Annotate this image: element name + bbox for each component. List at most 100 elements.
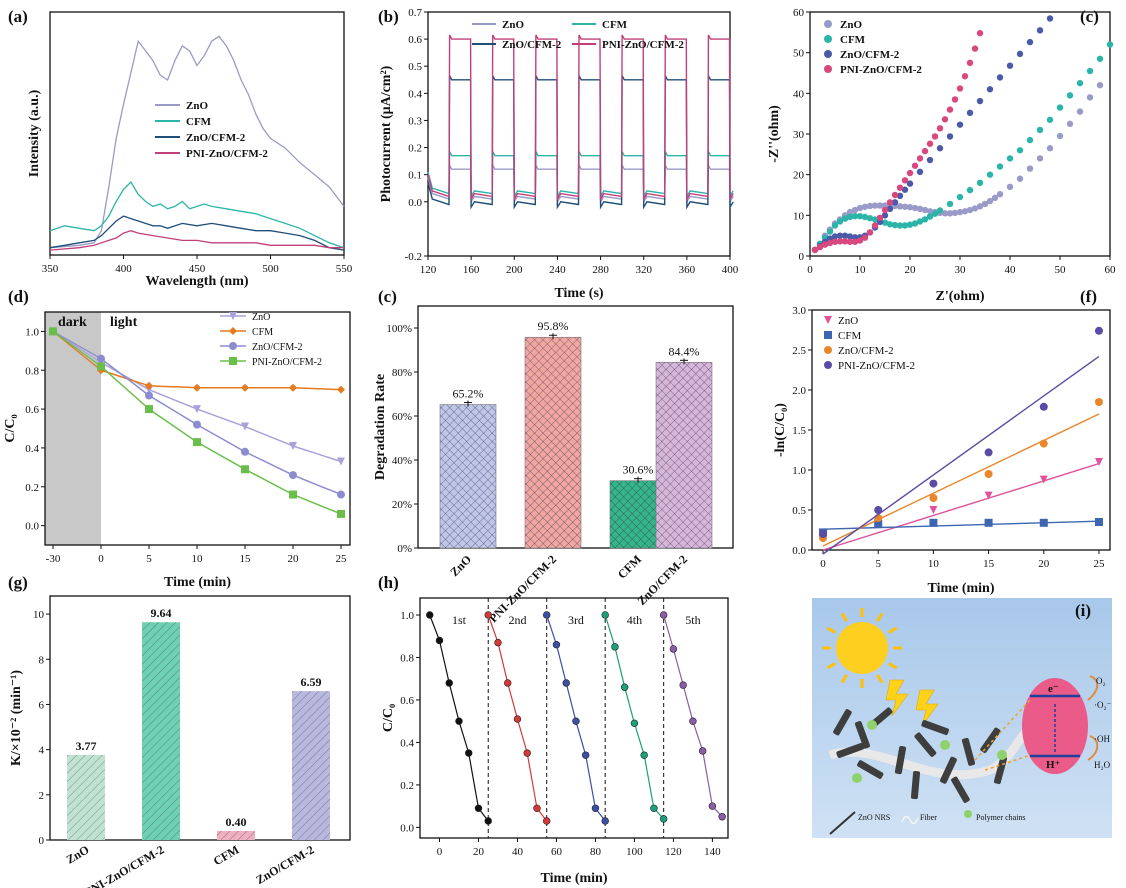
legend-label: ZnO: [186, 100, 208, 112]
sun-ray: [888, 626, 898, 634]
data-point: [984, 470, 993, 478]
data-point: [650, 804, 658, 812]
data-point: [921, 147, 929, 155]
y-tick-label: 0.8: [400, 652, 414, 664]
light-label: light: [110, 315, 138, 330]
y-axis-label: Photocurrent (μA/cm²): [379, 65, 394, 202]
y-tick-label: 3.0: [792, 305, 806, 317]
data-point: [241, 465, 249, 474]
y-axis-label: -ln(C/C₀): [773, 403, 788, 457]
cycle-label: 3rd: [568, 613, 584, 627]
fit-line-ZnO: [822, 462, 1100, 551]
polymer-sphere: [940, 740, 950, 750]
zno-rod: [854, 721, 870, 749]
legend-label: Polymer chains: [976, 813, 1026, 822]
hole-label: H⁺: [1046, 759, 1061, 771]
fiber-strand: [828, 724, 1034, 780]
data-point: [866, 229, 874, 236]
x-tick-label: 0: [437, 846, 443, 858]
data-point: [929, 518, 938, 527]
data-point: [906, 204, 914, 211]
data-point: [836, 232, 844, 239]
legend-label: PNI-ZnO/CFM-2: [602, 39, 684, 51]
data-point: [906, 221, 914, 228]
data-point: [971, 205, 979, 212]
data-point: [929, 506, 938, 514]
data-point: [851, 212, 859, 220]
data-point: [289, 490, 297, 499]
legend-label: ZnO/CFM-2: [252, 342, 303, 353]
legend-label: PNI-ZnO/CFM-2: [840, 64, 922, 76]
data-point: [337, 490, 345, 499]
data-point: [1016, 147, 1024, 154]
data-point: [956, 208, 964, 216]
data-point: [986, 86, 994, 93]
legend-label: ZnO: [252, 312, 270, 323]
x-tick-label: 200: [506, 264, 523, 276]
data-point: [966, 59, 974, 67]
x-tick-label: 0: [820, 558, 826, 570]
legend-label: ZnO: [840, 19, 862, 31]
y-tick-label: 6: [39, 699, 45, 711]
data-point: [891, 221, 899, 229]
sun-ray: [840, 674, 848, 684]
y-axis-label: Degradation Rate: [373, 374, 388, 480]
data-point: [826, 235, 834, 242]
x-tick-label: 0: [807, 264, 813, 276]
data-point: [876, 214, 884, 221]
y-axis-label: Intensity (a.u.): [27, 89, 42, 177]
data-point: [926, 140, 934, 147]
y-tick-label: 8: [39, 654, 45, 666]
bar-hatch: [440, 404, 496, 548]
data-point: [523, 749, 531, 757]
x-tick-label: 60: [551, 846, 563, 858]
data-point: [1036, 27, 1044, 34]
dark-region: [45, 312, 101, 545]
reaction-label: H₂O: [1094, 760, 1111, 770]
y-tick-label: 1.0: [400, 610, 414, 622]
data-point: [926, 156, 934, 164]
y-tick-label: 1.5: [792, 425, 806, 437]
data-point: [1094, 518, 1103, 526]
data-point: [659, 815, 668, 823]
data-point: [881, 206, 889, 214]
reaction-arrow: [1087, 675, 1099, 701]
series-fit-ZnO/CFM-2: [100, 358, 342, 496]
data-point: [866, 202, 874, 210]
data-point: [874, 506, 883, 514]
series-line-ZnO/CFM-2: [52, 330, 102, 360]
plot-frame: [419, 597, 729, 839]
legend-label: ZnO/CFM-2: [186, 132, 246, 144]
legend-label: PNI-ZnO/CFM-2: [838, 360, 915, 372]
sun-ray: [840, 612, 848, 622]
data-point: [891, 191, 899, 199]
zno-rod: [940, 756, 957, 784]
data-point: [946, 106, 954, 113]
y-tick-label: 2.5: [792, 345, 806, 357]
x-tick-label: 120: [665, 846, 682, 858]
data-point: [435, 636, 444, 645]
data-point: [916, 155, 924, 162]
y-tick-label: 4: [39, 745, 45, 757]
bar-hatch: [525, 337, 581, 548]
data-point: [289, 441, 297, 450]
data-point: [494, 638, 502, 647]
data-point: [1106, 41, 1114, 48]
chart-h: 0 20 40 60 80 100 120 140 0.0 0.2 0.4 0.6 0.8 1.0 1st 2…: [381, 597, 729, 886]
data-point: [871, 216, 879, 223]
data-point: [289, 471, 297, 480]
y-tick-label: 0.6: [25, 404, 39, 416]
y-tick-label: 20%: [392, 499, 412, 511]
data-point: [1006, 62, 1014, 69]
series-line-CFM: [49, 181, 345, 249]
bar-value-label: 6.59: [301, 675, 322, 689]
panel-label: (a): [8, 7, 28, 26]
chart-c2: 0%20%40%60%80%100%65.2%ZnO95.8%PNI-ZnO/C…: [373, 305, 734, 625]
data-point: [455, 717, 463, 725]
data-point: [856, 237, 864, 244]
x-axis-label: Time (s): [554, 286, 603, 301]
zno-rod: [857, 760, 884, 779]
x-tick-label: 30: [955, 264, 967, 276]
data-point: [971, 45, 979, 52]
